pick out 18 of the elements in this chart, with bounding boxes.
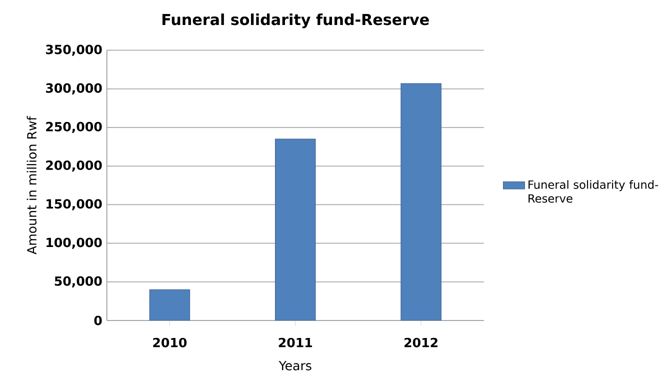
y-tick-label: 50,000 bbox=[54, 276, 102, 288]
y-tick-label: 300,000 bbox=[46, 83, 102, 95]
bar bbox=[400, 83, 442, 321]
x-tick-label: 2011 bbox=[278, 338, 312, 348]
y-tick-label: 150,000 bbox=[46, 199, 102, 210]
bar bbox=[149, 290, 190, 321]
x-tick-label: 2012 bbox=[404, 338, 438, 348]
y-tick-label: 200,000 bbox=[46, 160, 102, 172]
y-tick-label: 0 bbox=[94, 316, 102, 326]
legend-label: Funeral solidarity fund-Reserve bbox=[528, 180, 658, 203]
y-tick-label: 100,000 bbox=[46, 238, 102, 250]
bar bbox=[275, 138, 316, 321]
y-axis-title: Amount in million Rwf bbox=[26, 116, 37, 255]
y-tick-label: 250,000 bbox=[46, 122, 102, 134]
y-tick-label: 350,000 bbox=[46, 44, 102, 56]
x-axis-title: Years bbox=[278, 361, 312, 371]
x-tick-label: 2010 bbox=[153, 338, 187, 348]
chart-title: Funeral solidarity fund-Reserve bbox=[162, 14, 429, 28]
